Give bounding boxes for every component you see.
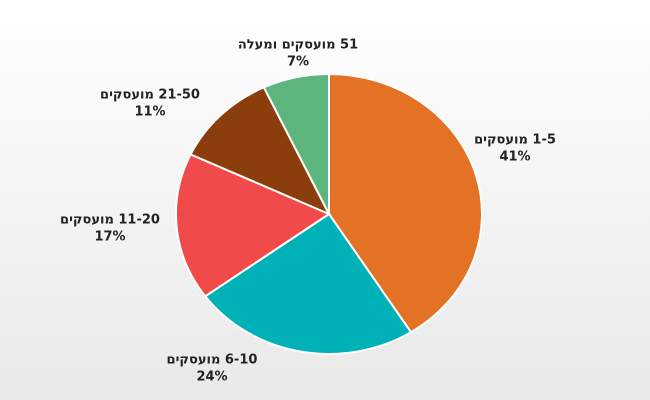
pie-slice — [203, 212, 413, 355]
value-label: 11% — [134, 105, 165, 120]
pie-slice — [175, 153, 332, 298]
slice-label: 6-10 מועסקים — [167, 353, 258, 368]
pie-slice — [262, 72, 330, 215]
slice-label: 21-50 מועסקים — [100, 88, 200, 103]
pie-slice — [189, 86, 332, 217]
value-label: 17% — [94, 230, 125, 245]
value-label: 7% — [287, 55, 309, 70]
value-label: 24% — [196, 370, 227, 385]
slice-label: 1-5 מועסקים — [474, 133, 556, 148]
slice-label: 51 מועסקים ומעלה — [238, 38, 358, 53]
value-label: 41% — [499, 150, 530, 165]
slice-label: 11-20 מועסקים — [60, 213, 160, 228]
